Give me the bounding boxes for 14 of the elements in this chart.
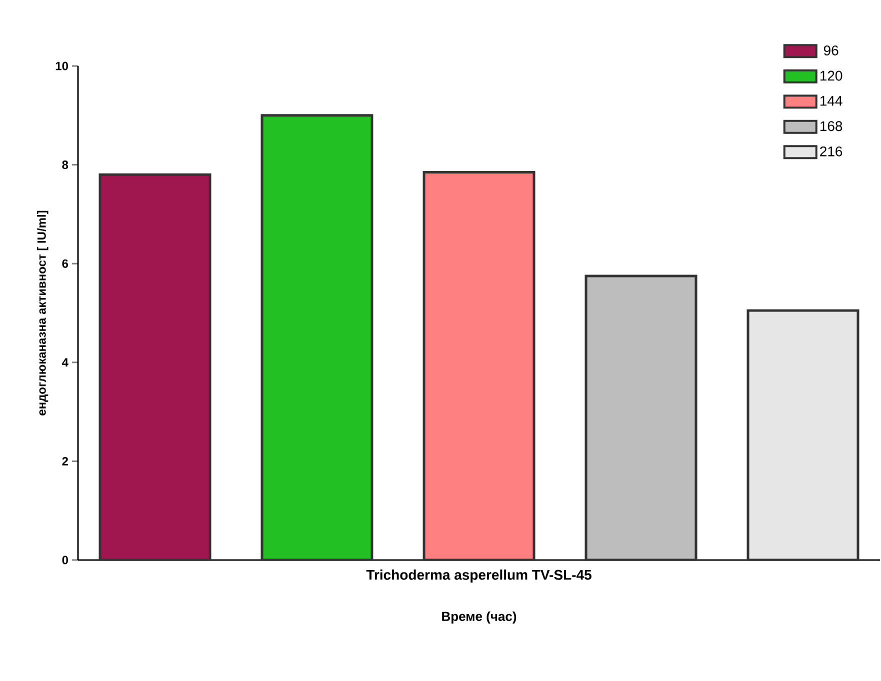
x-tick-label: Trichoderma asperellum TV-SL-45: [366, 570, 592, 583]
legend-label: 144: [820, 96, 842, 106]
y-tick-label: 4: [62, 358, 68, 367]
y-tick-label: 10: [56, 62, 68, 70]
legend-label: 216: [820, 146, 842, 156]
legend-label: 120: [820, 70, 842, 81]
y-tick-label: 8: [62, 160, 68, 170]
y-tick-label: 2: [62, 457, 68, 466]
legend-label: 168: [820, 121, 842, 132]
y-tick-label: 0: [62, 556, 68, 564]
y-axis-title: ендоглюканазна активност [ IU/ml]: [37, 210, 48, 416]
y-tick-label: 6: [62, 259, 68, 268]
legend-label: 96: [824, 45, 838, 56]
x-axis-title: Време (час): [442, 611, 516, 624]
